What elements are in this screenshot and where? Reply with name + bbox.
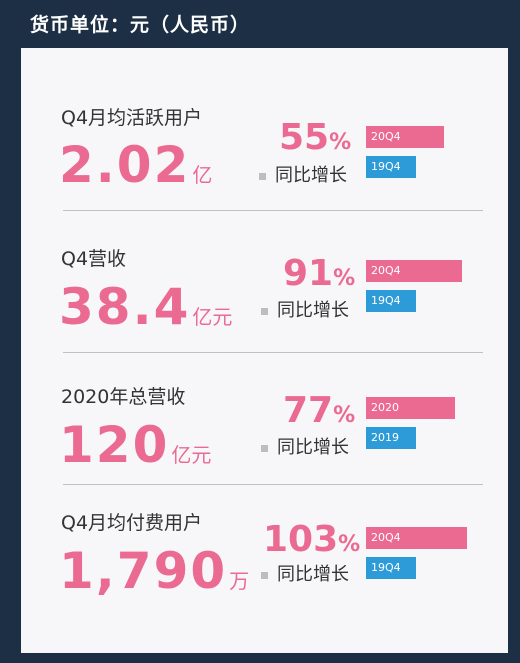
metric-label: Q4营收	[61, 248, 127, 270]
metric-value: 120 亿元	[59, 416, 212, 474]
metric-label: Q4月均活跃用户	[61, 107, 203, 129]
growth-percent: 77%	[283, 390, 356, 431]
metric-unit: 亿元	[171, 443, 212, 467]
legend-square-icon	[261, 571, 268, 579]
growth-label: 同比增长	[261, 433, 349, 459]
metric-value: 38.4 亿元	[59, 278, 233, 336]
bar-current: 20Q4	[366, 126, 444, 148]
growth-label: 同比增长	[259, 161, 347, 187]
metrics-panel: Q4月均活跃用户 2.02 亿 55% 同比增长 20Q4 19Q4 Q4营收 3…	[21, 48, 508, 653]
metric-unit: 万	[229, 569, 250, 593]
legend-square-icon	[261, 307, 268, 315]
metric-value: 2.02 亿	[59, 136, 213, 194]
metric-block-revenue-q4: Q4营收 38.4 亿元 91% 同比增长 20Q4 19Q4	[21, 210, 508, 360]
percent-sign: %	[329, 130, 352, 155]
growth-percent: 55%	[279, 117, 352, 158]
legend-square-icon	[261, 444, 268, 452]
metric-label: Q4月均付费用户	[61, 512, 203, 534]
metric-unit: 亿元	[192, 305, 233, 329]
metric-block-paying-users: Q4月均付费用户 1,790 万 103% 同比增长 20Q4 19Q4	[21, 484, 508, 634]
divider	[63, 352, 483, 353]
metric-block-revenue-2020: 2020年总营收 120 亿元 77% 同比增长 2020 2019	[21, 352, 508, 502]
metric-value: 1,790 万	[59, 542, 250, 600]
growth-percent: 91%	[283, 253, 356, 294]
divider	[63, 210, 483, 211]
bar-previous: 19Q4	[366, 290, 416, 312]
growth-label: 同比增长	[261, 560, 349, 586]
metric-unit: 亿	[192, 163, 213, 187]
percent-sign: %	[333, 403, 356, 428]
bar-previous: 19Q4	[366, 156, 416, 178]
growth-label: 同比增长	[261, 296, 349, 322]
percent-sign: %	[338, 532, 361, 557]
growth-percent: 103%	[263, 519, 361, 560]
metric-label: 2020年总营收	[61, 386, 186, 408]
currency-note: 货币单位：元（人民币）	[30, 14, 251, 36]
percent-sign: %	[333, 266, 356, 291]
metric-block-mau: Q4月均活跃用户 2.02 亿 55% 同比增长 20Q4 19Q4	[21, 48, 508, 198]
legend-square-icon	[259, 172, 266, 180]
bar-previous: 19Q4	[366, 557, 416, 579]
bar-current: 20Q4	[366, 527, 467, 549]
bar-current: 2020	[366, 397, 455, 419]
bar-previous: 2019	[366, 427, 416, 449]
bar-current: 20Q4	[366, 260, 462, 282]
divider	[63, 484, 483, 485]
